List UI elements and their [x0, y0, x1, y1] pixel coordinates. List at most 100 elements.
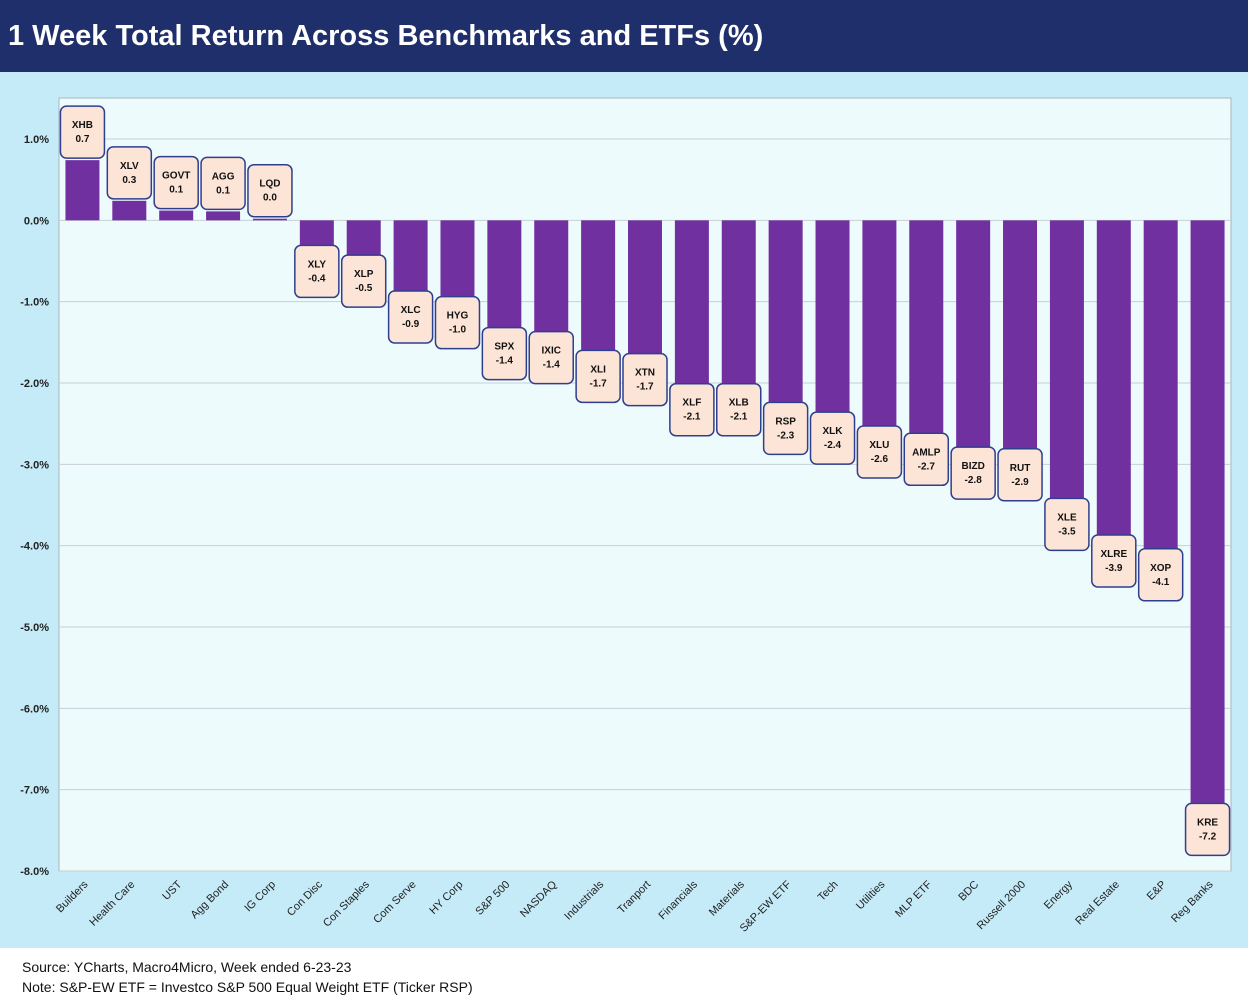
- chart-title: 1 Week Total Return Across Benchmarks an…: [0, 0, 1248, 72]
- data-label-ticker: XLF: [682, 398, 701, 409]
- data-label-box: [1184, 802, 1231, 857]
- x-tick-label: BDC: [956, 879, 981, 904]
- data-label-ticker: LQD: [259, 179, 280, 190]
- bar: [487, 220, 522, 333]
- data-label-ticker: RSP: [775, 416, 796, 427]
- data-label-box: [434, 295, 481, 350]
- data-label-ticker: XLP: [354, 269, 374, 280]
- data-label-box: [575, 349, 621, 404]
- bar-chart: 1.0% 0.0% -1.0% -2.0% -3.0% -4.0% -5.0% -6.0% -7…: [20, 97, 1232, 935]
- x-tick-label: MLP ETF: [893, 878, 934, 919]
- data-label-value: -2.4: [824, 440, 842, 451]
- data-label-box: [950, 446, 996, 500]
- x-tick-label: Con Staples: [321, 878, 372, 929]
- data-label-box: [59, 105, 106, 159]
- data-label-box: [481, 326, 528, 381]
- data-label-box: [1091, 534, 1137, 588]
- data-label-ticker: XTN: [635, 368, 655, 379]
- bar: [721, 220, 756, 389]
- bar: [768, 220, 803, 408]
- data-label-box: [106, 146, 153, 200]
- data-label-box: [622, 352, 668, 407]
- data-label-value: -3.9: [1105, 563, 1123, 574]
- x-tick-label: Con Disc: [285, 878, 325, 918]
- data-label-ticker: XLY: [308, 259, 327, 270]
- data-label-value: -2.6: [871, 454, 889, 465]
- x-tick-label: Agg Bond: [189, 879, 232, 922]
- x-tick-label: Tech: [816, 879, 841, 904]
- chart-area: 1.0% 0.0% -1.0% -2.0% -3.0% -4.0% -5.0% -6.0% -7…: [0, 72, 1248, 948]
- data-label-value: 0.1: [216, 185, 230, 196]
- bar: [628, 220, 662, 359]
- bar: [1190, 220, 1225, 809]
- y-tick-label: -6.0%: [20, 703, 49, 715]
- data-label-ticker: RUT: [1010, 463, 1031, 474]
- data-label-box: [387, 290, 434, 344]
- bar: [346, 220, 381, 261]
- data-label-box: [669, 382, 715, 437]
- bar: [815, 220, 850, 418]
- data-label-ticker: XLB: [729, 398, 749, 409]
- x-tick-label: Tranport: [616, 879, 654, 917]
- data-label-box: [997, 448, 1043, 502]
- data-label-ticker: AMLP: [912, 447, 941, 458]
- data-label-ticker: GOVT: [162, 171, 190, 182]
- data-label-ticker: HYG: [447, 311, 469, 322]
- data-label-box: [762, 401, 809, 456]
- data-label-ticker: XLK: [823, 426, 844, 437]
- data-label-value: 0.1: [169, 185, 183, 196]
- x-tick-label: Financials: [656, 878, 700, 922]
- x-tick-label: HY Corp: [427, 879, 465, 917]
- bar: [1096, 220, 1131, 540]
- data-label-ticker: XOP: [1150, 563, 1171, 574]
- data-label-value: -7.2: [1199, 831, 1217, 842]
- data-label-box: [856, 425, 903, 479]
- data-label-value: -2.3: [777, 430, 795, 441]
- x-tick-label: Com Serve: [371, 879, 418, 926]
- x-tick-label: Builders: [54, 878, 91, 915]
- y-tick-label: -3.0%: [20, 459, 49, 471]
- x-tick-label: Materials: [707, 878, 747, 918]
- data-label-ticker: BIZD: [961, 461, 984, 472]
- data-label-box: [294, 244, 340, 299]
- data-label-value: -2.7: [918, 461, 936, 472]
- data-label-value: -2.8: [965, 475, 983, 486]
- data-label-box: [716, 382, 762, 437]
- data-label-ticker: AGG: [212, 171, 235, 182]
- data-label-ticker: XLC: [401, 305, 421, 316]
- bar: [862, 220, 897, 431]
- y-tick-label: -2.0%: [20, 378, 49, 390]
- data-label-value: 0.0: [263, 193, 277, 204]
- data-label-value: 0.3: [122, 175, 136, 186]
- data-label-box: [1044, 497, 1090, 552]
- x-tick-label: UST: [160, 878, 184, 902]
- data-label-box: [340, 254, 387, 308]
- data-label-value: -1.0: [449, 325, 467, 336]
- data-label-value: -3.5: [1058, 526, 1076, 537]
- y-tick-label: -8.0%: [20, 866, 49, 878]
- bar: [65, 160, 100, 221]
- bar: [1003, 220, 1038, 454]
- y-tick-label: -5.0%: [20, 622, 49, 634]
- y-tick-label: -7.0%: [20, 785, 49, 797]
- bar: [393, 220, 428, 296]
- footnote: Note: S&P-EW ETF = Investco S&P 500 Equa…: [22, 979, 473, 995]
- x-tick-label: Reg Banks: [1169, 878, 1216, 925]
- data-label-value: -4.1: [1152, 577, 1170, 588]
- x-tick-label: Russell 2000: [975, 879, 1028, 932]
- data-label-ticker: XLU: [869, 440, 889, 451]
- y-tick-label: 0.0%: [24, 215, 49, 227]
- data-label-box: [200, 156, 246, 211]
- bar: [534, 220, 569, 337]
- data-label-box: [903, 432, 950, 487]
- bar: [956, 220, 991, 453]
- data-label-value: -0.9: [402, 319, 420, 330]
- data-label-value: -2.9: [1011, 477, 1029, 488]
- bar: [252, 218, 287, 221]
- y-tick-label: -4.0%: [20, 541, 49, 553]
- data-label-value: 0.7: [75, 134, 89, 145]
- bar: [440, 220, 475, 302]
- x-tick-label: Utilities: [854, 878, 888, 912]
- footer: Source: YCharts, Macro4Micro, Week ended…: [0, 948, 1248, 1000]
- bar: [206, 211, 241, 221]
